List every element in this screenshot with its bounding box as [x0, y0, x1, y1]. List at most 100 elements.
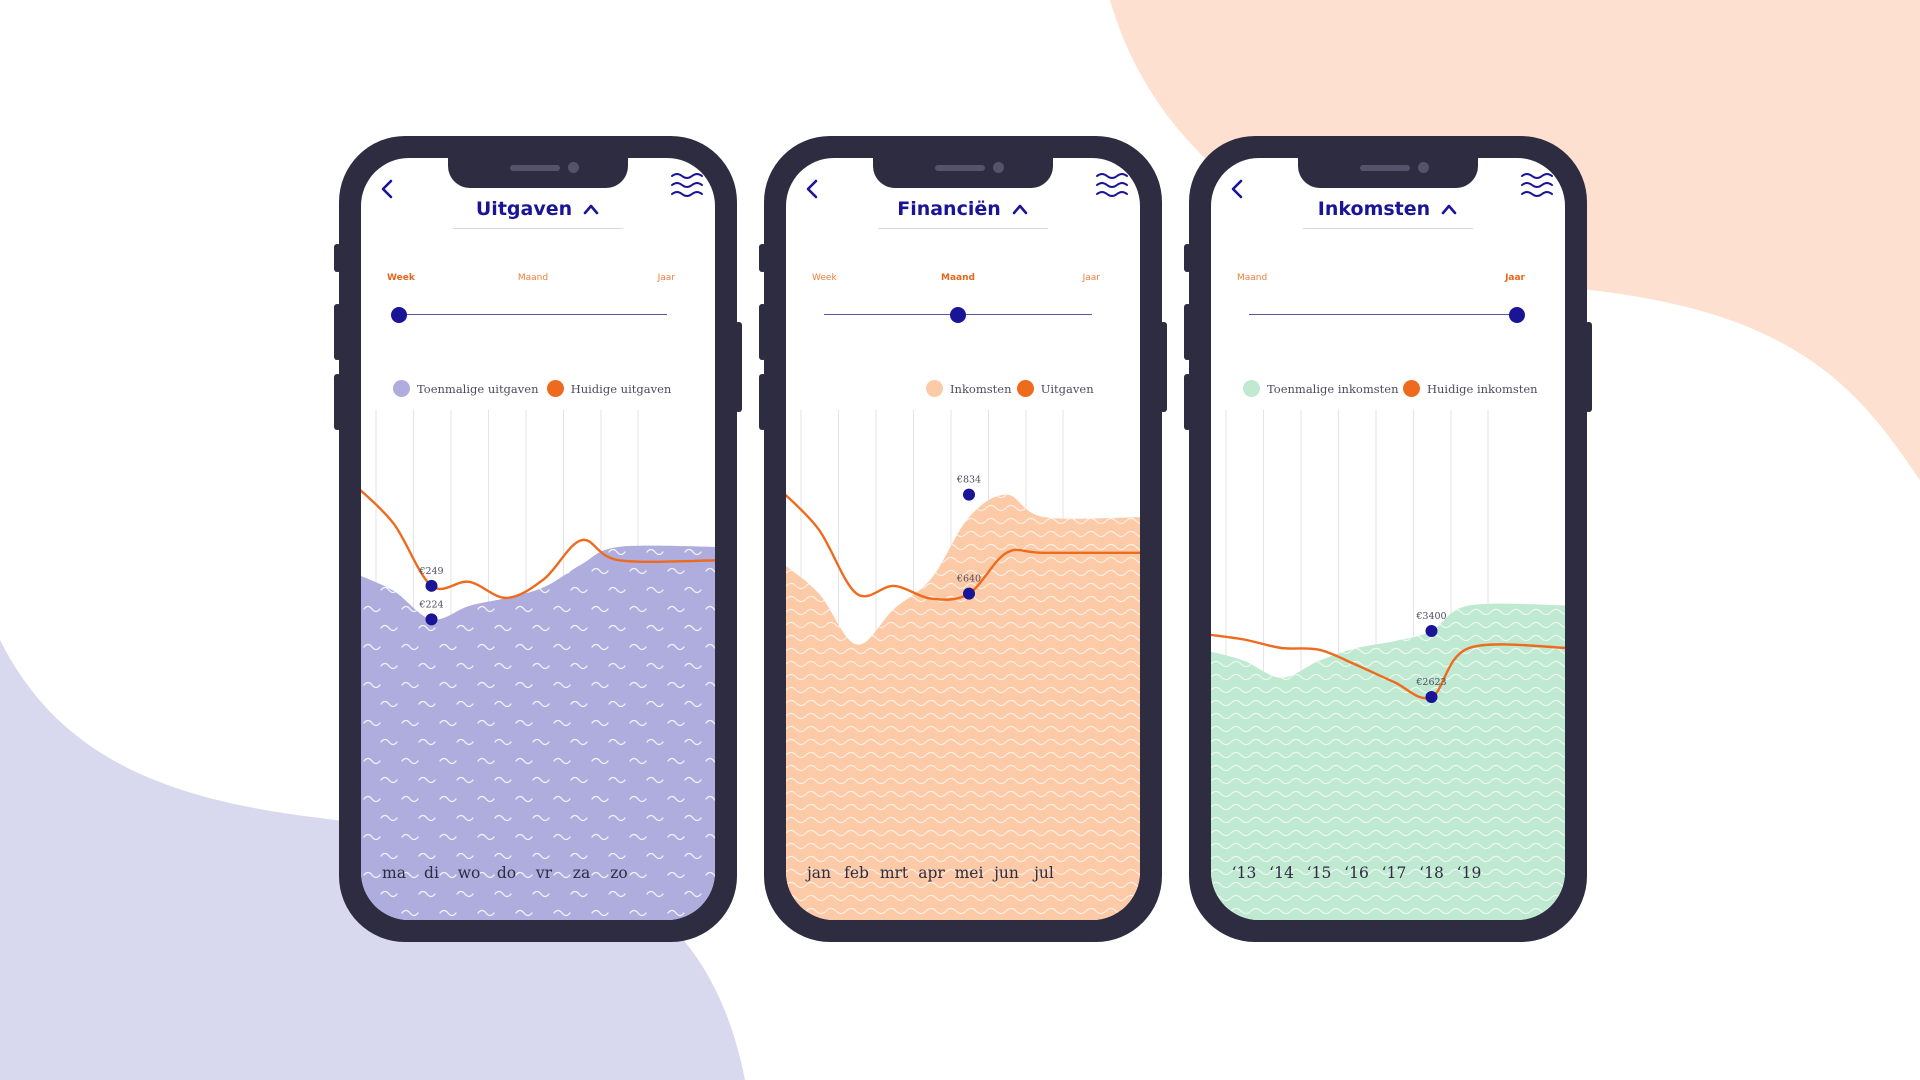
period-slider-track[interactable] [399, 314, 667, 315]
x-tick-label: ‘15 [1307, 864, 1332, 882]
legend-dot [546, 380, 564, 397]
period-option-jaar[interactable]: Jaar [1505, 273, 1525, 283]
page-title: Uitgaven [475, 198, 573, 220]
chevron-up-icon [1012, 204, 1028, 215]
page-title: Financiën [897, 198, 1001, 220]
period-option-week[interactable]: Week [387, 273, 415, 283]
series-line-uitgaven [786, 493, 1140, 601]
period-option-jaar[interactable]: Jaar [657, 273, 675, 283]
phone-uitgaven: Uitgaven Week Maand Jaar Toenmalige uitgaven… [334, 136, 742, 942]
x-tick-label: jan [805, 864, 831, 882]
mute-switch [334, 244, 341, 272]
legend-dot [926, 380, 943, 397]
period-option-maand[interactable]: Maand [517, 273, 549, 283]
camera [993, 162, 1004, 173]
data-point[interactable] [1425, 691, 1438, 704]
waves-menu-icon[interactable] [1519, 170, 1555, 202]
x-tick-label: mrt [880, 864, 909, 882]
legend-item-huidige-uitgaven: Huidige uitgaven [546, 380, 672, 397]
series-line-huidige-inkomsten [1211, 633, 1565, 700]
back-arrow-icon[interactable] [1225, 176, 1251, 202]
x-tick-label: jul [1032, 864, 1054, 882]
legend-dot [1016, 380, 1034, 397]
legend-dot [1243, 380, 1260, 397]
notch [1298, 158, 1478, 188]
data-label: €249 [418, 566, 443, 577]
legend-label: Uitgaven [1040, 381, 1094, 396]
data-point[interactable] [425, 579, 438, 592]
period-slider-track[interactable] [1249, 314, 1517, 315]
legend-dot [1403, 380, 1420, 397]
back-arrow-icon[interactable] [800, 176, 826, 202]
power-button [1585, 322, 1592, 412]
speaker [935, 165, 985, 171]
camera [568, 162, 579, 173]
legend-label: Huidige inkomsten [1427, 381, 1538, 396]
x-tick-label: mei [955, 864, 984, 882]
waves-menu-icon[interactable] [1094, 170, 1130, 202]
title-underline [1303, 228, 1473, 229]
x-tick-label: feb [844, 864, 869, 882]
volume-down-button [1184, 374, 1191, 430]
legend-item-uitgaven: Uitgaven [1016, 380, 1094, 397]
title-underline [878, 228, 1048, 229]
data-label: €640 [956, 574, 981, 585]
x-tick-label: vr [535, 864, 553, 882]
x-tick-label: ‘13 [1232, 864, 1257, 882]
x-tick-label: zo [610, 864, 628, 882]
x-tick-label: di [424, 864, 439, 882]
period-option-maand[interactable]: Maand [941, 273, 975, 283]
period-option-week[interactable]: Week [812, 273, 837, 283]
period-slider-knob[interactable] [391, 307, 407, 323]
legend-label: Toenmalige inkomsten [1267, 381, 1399, 396]
x-tick-label: ‘17 [1382, 864, 1407, 882]
data-point[interactable] [425, 613, 438, 626]
period-option-maand[interactable]: Maand [1237, 273, 1268, 283]
data-point[interactable] [1425, 625, 1438, 637]
volume-up-button [1184, 304, 1191, 360]
chevron-up-icon [1441, 204, 1457, 215]
page-title: Inkomsten [1317, 198, 1431, 220]
data-label: €2623 [1415, 677, 1446, 688]
waves-menu-icon[interactable] [669, 170, 705, 202]
x-tick-label: za [573, 864, 590, 882]
back-arrow-icon[interactable] [375, 176, 401, 202]
period-slider-knob[interactable] [950, 307, 966, 323]
volume-up-button [334, 304, 341, 360]
power-button [1160, 322, 1167, 412]
phone-inkomsten: Inkomsten Maand Jaar Toenmalige inkomsten Hu… [1184, 136, 1592, 942]
x-tick-label: ‘19 [1457, 864, 1482, 882]
data-label: €3400 [1415, 611, 1446, 622]
legend-item-toenmalige-inkomsten: Toenmalige inkomsten [1243, 380, 1398, 397]
title-dropdown[interactable]: Financiën [876, 192, 1050, 226]
camera [1418, 162, 1429, 173]
legend-label: Toenmalige uitgaven [417, 381, 539, 396]
volume-up-button [759, 304, 766, 360]
chart-inkomsten: €3400 €2623 ‘13 ‘14 ‘15 ‘16 ‘17 ‘18 ‘19 [1211, 410, 1565, 920]
title-underline [453, 228, 623, 229]
phone-financien: Financiën Week Maand Jaar Inkomsten Uitgaven €… [759, 136, 1167, 942]
speaker [1360, 165, 1410, 171]
area-pattern [361, 545, 715, 920]
chart-financien: €834 €640 jan feb mrt apr mei jun jul [786, 410, 1140, 920]
legend-label: Huidige uitgaven [570, 381, 672, 396]
x-tick-label: do [497, 864, 516, 882]
period-option-jaar[interactable]: Jaar [1082, 273, 1100, 283]
title-dropdown[interactable]: Inkomsten [1301, 192, 1475, 226]
data-point[interactable] [963, 587, 975, 600]
data-label: €224 [418, 599, 443, 610]
x-tick-label: ‘18 [1419, 864, 1444, 882]
screen: Uitgaven Week Maand Jaar Toenmalige uitgaven… [361, 158, 715, 920]
legend-label: Inkomsten [950, 381, 1012, 396]
x-tick-label: jun [992, 864, 1019, 882]
legend-item-huidige-inkomsten: Huidige inkomsten [1403, 380, 1538, 397]
chevron-up-icon [583, 204, 599, 215]
period-slider-knob[interactable] [1509, 307, 1525, 323]
x-tick-label: ‘16 [1344, 864, 1369, 882]
area-pattern [1211, 603, 1565, 920]
title-dropdown[interactable]: Uitgaven [451, 192, 625, 226]
data-point[interactable] [963, 488, 975, 501]
notch [448, 158, 628, 188]
x-tick-label: apr [918, 864, 945, 882]
x-tick-label: ‘14 [1269, 864, 1294, 882]
